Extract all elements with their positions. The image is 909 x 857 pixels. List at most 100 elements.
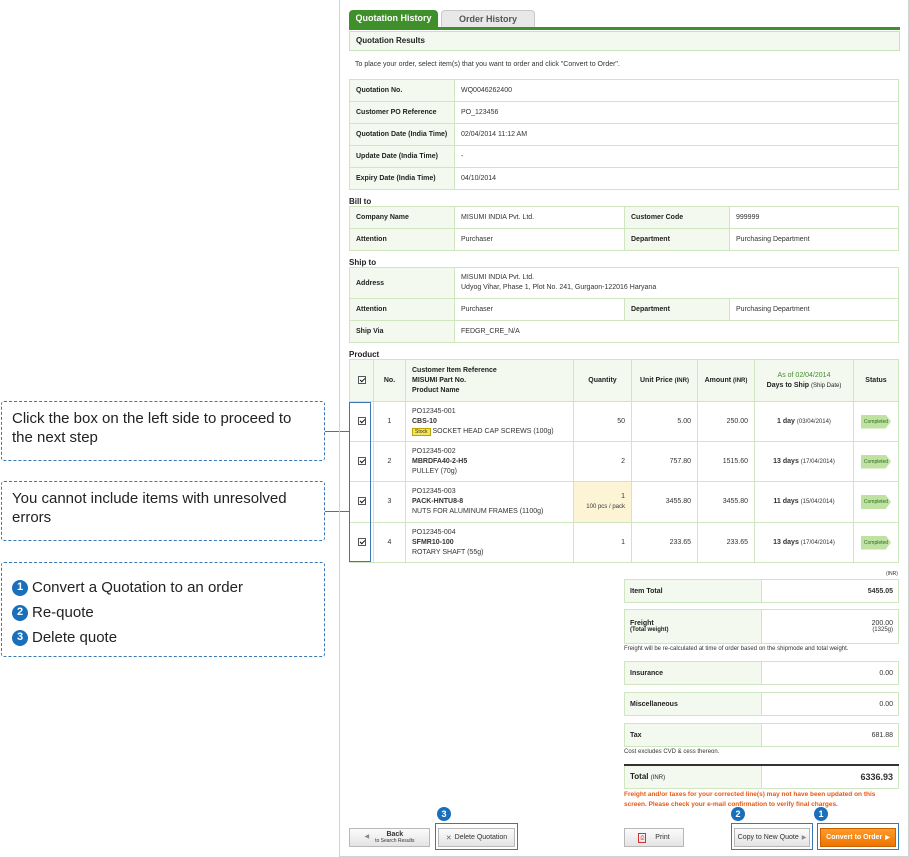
step-item: 2 Re-quote [12,600,314,625]
tax-value: 681.88 [761,723,899,747]
expiry-date-value: 04/10/2014 [454,167,899,190]
tab-order-history[interactable]: Order History [441,10,535,27]
copy-label: Copy to New Quote [737,834,799,841]
row-item: PO12345-004 SFMR10-100 ROTARY SHAFT (55g… [405,522,574,563]
freight-sub: (Total weight) [630,627,669,633]
tab-quotation-history[interactable]: Quotation History [349,10,438,27]
miscellaneous-value: 0.00 [761,692,899,716]
freight-value: 200.00 [871,620,893,627]
days-to-ship: 13 days (17/04/2014) [754,441,854,482]
unit-price-unit: (INR) [674,377,689,384]
tax-note: Cost excludes CVD & cess thereon. [624,749,720,755]
tax-table: Tax 681.88 [624,723,899,747]
amount-unit: (INR) [733,377,748,384]
table-row: 2 PO12345-002 MBRDFA40-2-H5 PULLEY (70g)… [349,441,899,482]
unit-price: 5.00 [631,401,698,442]
step-number: 1 [12,579,28,596]
col-header-unit-price: Unit Price (INR) [631,359,698,402]
step-1-marker: 1 [814,807,828,821]
row-no: 3 [373,481,406,523]
convert-to-order-button[interactable]: Convert to Order ▶ [820,828,896,847]
currency-note: (INR) [886,571,898,577]
delete-quotation-button[interactable]: ✕ Delete Quotation [438,828,515,847]
freight-note: Freight will be re-calculated at time of… [624,646,849,652]
step-text: Re-quote [32,604,94,621]
convert-label: Convert to Order [826,834,883,841]
misumi-part-no[interactable]: SFMR10-100 [412,538,454,546]
close-icon: ✕ [445,834,452,842]
callout-proceed-text: Click the box on the left side to procee… [12,410,292,446]
po-reference-value: PO_123456 [454,101,899,124]
status-badge: Completed [861,535,891,550]
days-value: 11 days [773,498,799,505]
status-cell: Completed [853,481,899,523]
step-item: 1 Convert a Quotation to an order [12,575,314,600]
insurance-label: Insurance [624,661,762,685]
quotation-date-value: 02/04/2014 11:12 AM [454,123,899,146]
days-value: 13 days [773,538,799,546]
address-value: MISUMI INDIA Pvt. Ltd. Udyog Vihar, Phas… [454,267,899,299]
copy-to-new-quote-button[interactable]: Copy to New Quote ▶ [734,828,810,847]
row-select-cell [349,522,374,563]
days-to-ship: 1 day (03/04/2014) [754,401,854,442]
back-arrow-icon: ◀ [364,834,370,840]
ship-to-title: Ship to [349,258,377,267]
company-name-value: MISUMI INDIA Pvt. Ltd. [454,206,625,229]
ship-date: (15/04/2014) [800,499,835,505]
col-header-reference: Customer Item Reference MISUMI Part No. … [405,359,574,402]
table-row: 3 PO12345-003 PACK-HNTU8-8 NUTS FOR ALUM… [349,481,899,523]
po-reference-label: Customer PO Reference [349,101,455,124]
select-all-checkbox[interactable] [357,375,366,384]
total-label: Total [630,772,649,782]
status-badge: Completed [861,414,891,429]
ship-date: (17/04/2014) [800,539,835,546]
amount: 3455.80 [697,481,755,523]
days-value: 1 day [777,417,795,425]
freight-label: Freight [630,620,654,627]
miscellaneous-table: Miscellaneous 0.00 [624,692,899,716]
item-total-value: 5455.05 [761,579,899,603]
row-checkbox[interactable] [357,497,366,506]
amount: 233.65 [697,522,755,563]
back-sub-label: to Search Results [375,837,415,844]
print-button[interactable]: ⎙ Print [624,828,684,847]
unit-price: 233.65 [631,522,698,563]
misumi-part-no[interactable]: PACK-HNTU8-8 [412,498,464,505]
stock-badge: Stock [412,427,431,436]
expiry-date-label: Expiry Date (India Time) [349,167,455,190]
department-value: Purchasing Department [729,298,899,321]
as-of-date: As of 02/04/2014 [777,371,831,379]
row-checkbox[interactable] [357,456,366,465]
days-value: 13 days [773,457,799,465]
checkbox-highlight [349,402,371,562]
unit-price-label: Unit Price [640,376,673,384]
col-header-quantity: Quantity [573,359,632,402]
company-name-label: Company Name [349,206,455,229]
tab-underline [349,27,900,30]
step-number: 3 [12,629,28,646]
customer-item-reference: PO12345-003 [412,488,456,495]
ship-date: (17/04/2014) [800,458,835,465]
quantity-value: 1 [621,493,625,500]
amount: 1515.60 [697,441,755,482]
product-name: SOCKET HEAD CAP SCREWS (100g) [432,427,554,435]
step-text: Convert a Quotation to an order [32,579,243,596]
customer-code-value: 999999 [729,206,899,229]
department-label: Department [624,298,730,321]
days-to-ship: 13 days (17/04/2014) [754,522,854,563]
address-line-1: MISUMI INDIA Pvt. Ltd. [461,274,535,281]
update-date-value: - [454,145,899,168]
misumi-part-no[interactable]: CBS-10 [412,417,437,425]
callout-errors: You cannot include items with unresolved… [1,481,325,541]
callout-steps: 1 Convert a Quotation to an order 2 Re-q… [1,562,325,657]
print-label: Print [655,834,670,841]
customer-code-label: Customer Code [624,206,730,229]
row-checkbox[interactable] [357,537,366,546]
misumi-part-no[interactable]: MBRDFA40-2-H5 [412,457,468,465]
table-row: 4 PO12345-004 SFMR10-100 ROTARY SHAFT (5… [349,522,899,563]
callout-errors-text: You cannot include items with unresolved… [12,490,287,526]
row-checkbox[interactable] [357,416,366,425]
back-button[interactable]: ◀ Back to Search Results [349,828,430,847]
status-cell: Completed [853,522,899,563]
copy-highlight [731,823,813,850]
